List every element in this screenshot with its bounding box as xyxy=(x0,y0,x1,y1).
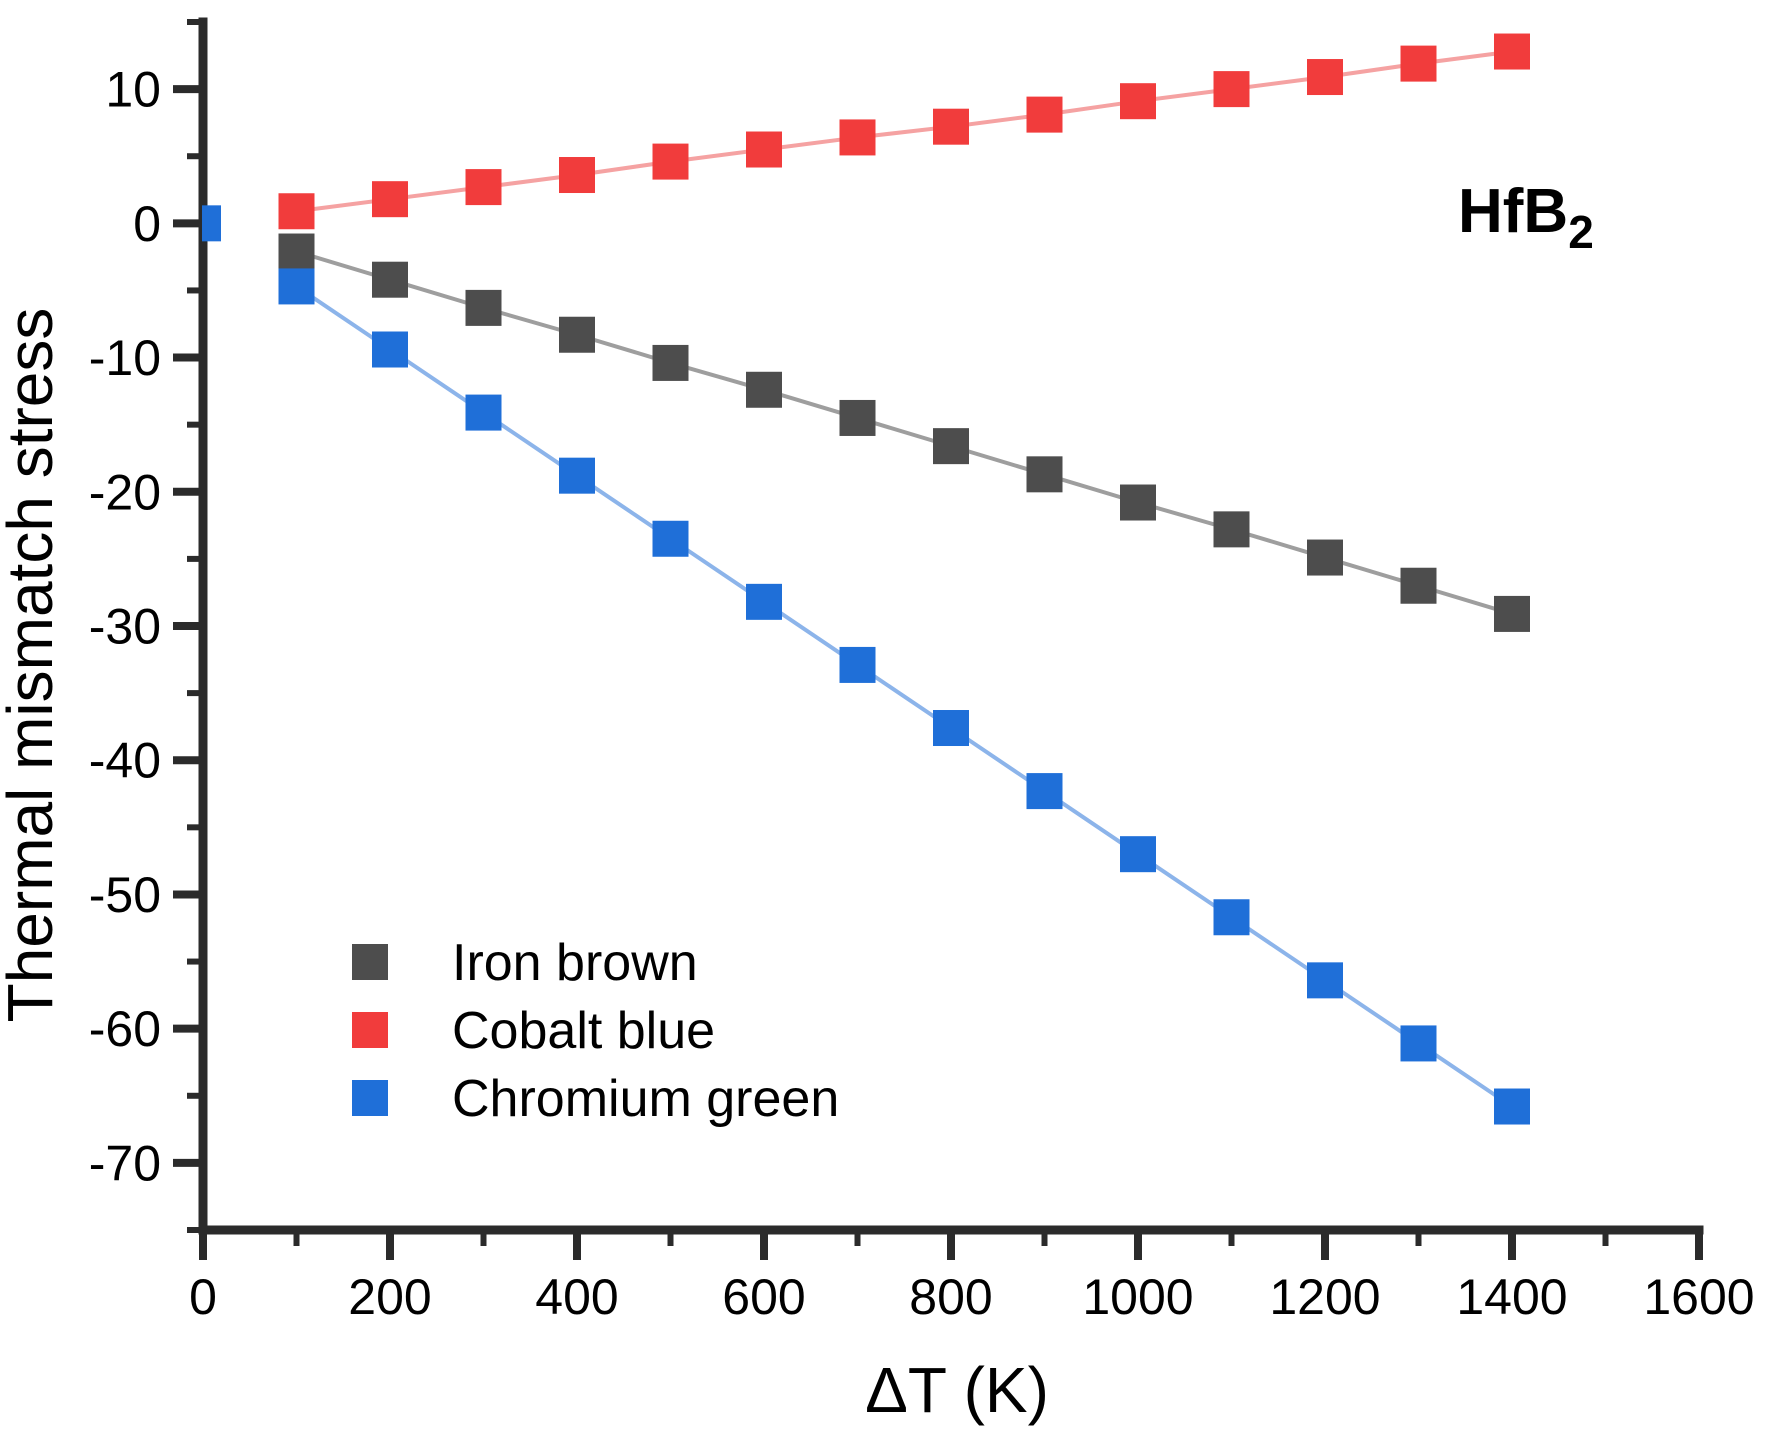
legend-item-chromium-green: Chromium green xyxy=(352,1070,839,1128)
x-tick-label: 1200 xyxy=(1269,1269,1380,1325)
data-point-chromium-green xyxy=(652,520,689,557)
series-chromium-green xyxy=(202,205,1530,1125)
plot-area xyxy=(202,33,1530,1125)
data-point-iron-brown xyxy=(1120,484,1156,521)
data-point-iron-brown xyxy=(1213,511,1250,548)
data-point-cobalt-blue xyxy=(372,181,408,218)
data-point-iron-brown xyxy=(278,233,315,270)
x-tick-label: 0 xyxy=(189,1269,217,1325)
data-point-cobalt-blue xyxy=(652,143,689,180)
tick-labels-group: 0 200 400 600 800 1000 1200 1400 1600 10 0 -10 -20 -3… xyxy=(89,62,1755,1325)
data-point-chromium-green xyxy=(278,268,315,305)
x-tick-label: 400 xyxy=(535,1269,618,1325)
data-point-iron-brown xyxy=(652,344,689,381)
y-tick-label: -40 xyxy=(89,733,161,789)
y-tick-label: -20 xyxy=(89,464,161,520)
data-point-iron-brown xyxy=(559,316,595,353)
data-point-chromium-green xyxy=(1120,836,1156,873)
y-tick-label: -60 xyxy=(89,1001,161,1057)
x-tick-label: 1000 xyxy=(1082,1269,1193,1325)
data-point-cobalt-blue xyxy=(1213,71,1250,108)
x-tick-label: 200 xyxy=(348,1269,431,1325)
data-point-cobalt-blue xyxy=(839,119,876,156)
y-tick-label: -50 xyxy=(89,867,161,923)
data-point-chromium-green xyxy=(1494,1088,1530,1125)
x-tick-label: 1400 xyxy=(1456,1269,1567,1325)
data-point-chromium-green xyxy=(933,710,969,747)
x-tick-label: 800 xyxy=(909,1269,992,1325)
data-point-chromium-green xyxy=(1400,1025,1437,1062)
data-point-cobalt-blue xyxy=(278,193,315,230)
x-tick-label: 1600 xyxy=(1643,1269,1754,1325)
data-point-cobalt-blue xyxy=(1307,59,1343,96)
data-point-chromium-green xyxy=(372,331,408,368)
y-tick-label: -10 xyxy=(89,330,161,386)
data-point-cobalt-blue xyxy=(746,131,782,168)
data-point-chromium-green xyxy=(202,205,221,242)
y-axis-title: Thermal mismatch stress xyxy=(0,308,66,1023)
y-tick-label: 0 xyxy=(133,196,161,252)
legend-label-chromium-green: Chromium green xyxy=(452,1070,839,1128)
data-point-iron-brown xyxy=(465,289,502,326)
y-tick-label: -70 xyxy=(89,1135,161,1191)
legend-label-cobalt-blue: Cobalt blue xyxy=(452,1002,715,1060)
data-point-cobalt-blue xyxy=(1120,83,1156,120)
data-point-iron-brown xyxy=(1400,567,1437,604)
annotation-subscript: 2 xyxy=(1568,206,1594,258)
legend-label-iron-brown: Iron brown xyxy=(452,934,698,992)
data-point-chromium-green xyxy=(839,646,876,683)
data-point-iron-brown xyxy=(1026,456,1063,493)
x-axis-title: ΔT (K) xyxy=(865,1354,1049,1426)
data-point-iron-brown xyxy=(933,428,969,465)
data-point-iron-brown xyxy=(1307,539,1343,576)
data-point-chromium-green xyxy=(1213,899,1250,936)
data-point-cobalt-blue xyxy=(1026,96,1063,133)
data-point-cobalt-blue xyxy=(465,169,502,206)
legend-marker-iron-brown xyxy=(352,944,388,980)
data-point-iron-brown xyxy=(746,371,782,408)
data-point-chromium-green xyxy=(746,583,782,620)
legend-item-cobalt-blue: Cobalt blue xyxy=(352,1002,715,1060)
y-tick-label: -30 xyxy=(89,599,161,655)
data-point-cobalt-blue xyxy=(1400,45,1437,82)
data-point-iron-brown xyxy=(372,261,408,298)
data-point-iron-brown xyxy=(1494,595,1530,632)
legend: Iron brown Cobalt blue Chromium green xyxy=(352,934,839,1128)
x-tick-label: 600 xyxy=(722,1269,805,1325)
series-cobalt-blue xyxy=(278,33,1530,230)
legend-marker-chromium-green xyxy=(352,1080,388,1116)
data-point-chromium-green xyxy=(559,457,595,494)
data-point-chromium-green xyxy=(1026,773,1063,810)
legend-item-iron-brown: Iron brown xyxy=(352,934,698,992)
data-point-iron-brown xyxy=(839,399,876,436)
series-iron-brown xyxy=(278,233,1530,632)
data-point-chromium-green xyxy=(465,394,502,431)
annotation-material: HfB2 xyxy=(1458,177,1594,258)
y-tick-label: 10 xyxy=(105,62,161,118)
data-point-cobalt-blue xyxy=(1494,33,1530,70)
data-point-cobalt-blue xyxy=(559,157,595,194)
legend-marker-cobalt-blue xyxy=(352,1012,388,1048)
data-point-chromium-green xyxy=(1307,962,1343,999)
data-point-cobalt-blue xyxy=(933,108,969,145)
